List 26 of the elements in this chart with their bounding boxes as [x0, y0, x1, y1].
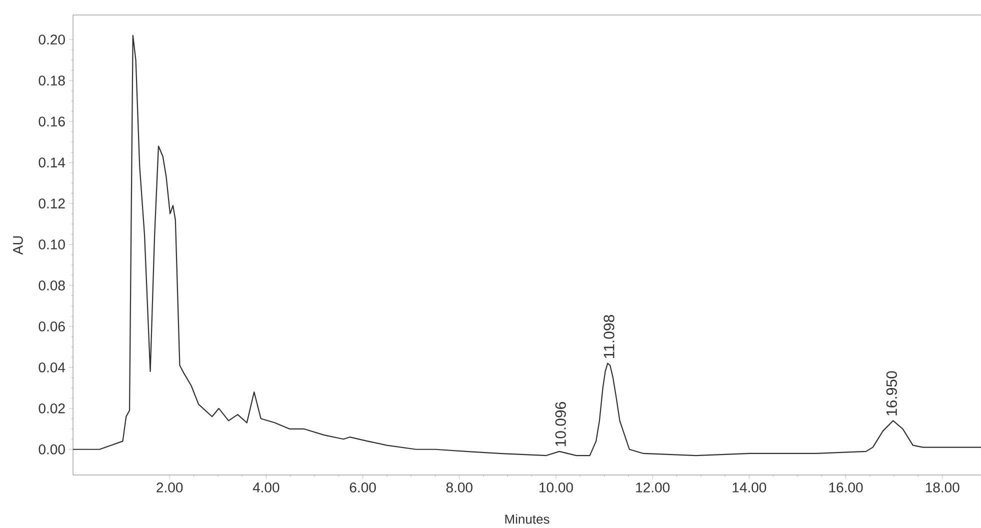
y-tick-label: 0.02: [38, 403, 65, 414]
x-tick-label: 2.00: [156, 482, 183, 492]
annotation: 16.950: [886, 371, 897, 416]
y-tick-label: 0.14: [38, 158, 66, 168]
annotation: 11.098: [604, 315, 614, 358]
y-tick-label: 0.16: [38, 116, 65, 127]
annotation: 10.096: [555, 402, 566, 446]
line-series: [73, 34, 981, 456]
x-tick-label: 10.00: [540, 482, 573, 492]
x-axis-title: Minutes: [505, 514, 550, 524]
y-tick-label: 0.10: [38, 240, 65, 250]
y-tick-label: 0.06: [38, 321, 65, 332]
y-tick-label: 0.12: [38, 198, 65, 208]
y-tick-label: 0.20: [38, 34, 65, 45]
x-tick-label: 14.00: [732, 482, 766, 492]
x-tick-label: 16.00: [829, 482, 863, 492]
y-tick-label: 0.04: [38, 362, 66, 372]
y-axis-title: AU: [13, 236, 23, 255]
y-tick-label: 0.18: [38, 76, 65, 86]
x-tick-label: 8.00: [446, 482, 472, 492]
y-tick-label: 0.08: [38, 280, 65, 290]
x-tick-label: 4.00: [252, 482, 280, 492]
x-tick-label: 6.00: [350, 482, 376, 492]
y-tick-label: 0.00: [38, 444, 65, 454]
x-tick-label: 12.00: [636, 482, 670, 492]
x-tick-label: 18.00: [926, 482, 960, 492]
